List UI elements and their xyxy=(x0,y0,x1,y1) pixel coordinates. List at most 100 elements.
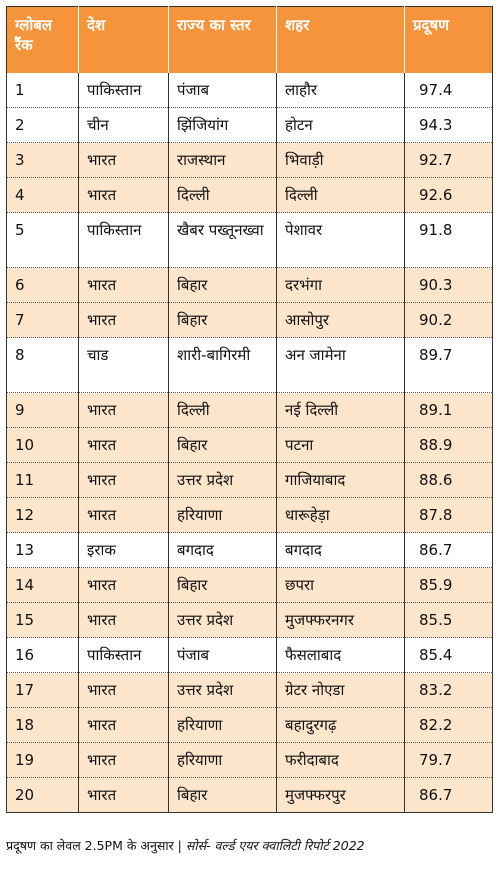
cell-country: भारत xyxy=(78,742,169,778)
cell-rank: 14 xyxy=(6,567,79,603)
cell-rank: 18 xyxy=(6,707,79,743)
cell-country: भारत xyxy=(78,427,169,463)
cell-rank: 17 xyxy=(6,672,79,708)
cell-city: फैसलाबाद xyxy=(276,637,405,673)
table-row: 13 इराक बगदाद बगदाद 86.7 xyxy=(6,532,493,568)
cell-state: उत्तर प्रदेश xyxy=(168,462,277,498)
cell-country: भारत xyxy=(78,392,169,428)
table-header-row: ग्लोबल रैंक देश राज्य का स्तर शहर प्रदूष… xyxy=(6,6,493,73)
table-row: 14 भारत बिहार छपरा 85.9 xyxy=(6,567,493,603)
footer-source: सोर्स- वर्ल्ड एयर क्वालिटी रिपोर्ट 2022 xyxy=(185,838,365,853)
table-row: 12 भारत हरियाणा धारूहेड़ा 87.8 xyxy=(6,497,493,533)
table-row: 11 भारत उत्तर प्रदेश गाजियाबाद 88.6 xyxy=(6,462,493,498)
pollution-ranking-table: ग्लोबल रैंक देश राज्य का स्तर शहर प्रदूष… xyxy=(6,6,493,813)
cell-rank: 4 xyxy=(6,177,79,213)
cell-country: पाकिस्तान xyxy=(78,72,169,108)
table-row: 8 चाड शारी-बागिरमी अन जामेना 89.7 xyxy=(6,337,493,393)
table-row: 4 भारत दिल्ली दिल्ली 92.6 xyxy=(6,177,493,213)
cell-pollution: 88.6 xyxy=(404,462,493,498)
cell-state: बिहार xyxy=(168,777,277,813)
cell-city: भिवाड़ी xyxy=(276,142,405,178)
cell-rank: 12 xyxy=(6,497,79,533)
cell-rank: 20 xyxy=(6,777,79,813)
cell-country: भारत xyxy=(78,567,169,603)
cell-rank: 2 xyxy=(6,107,79,143)
cell-rank: 9 xyxy=(6,392,79,428)
cell-state: उत्तर प्रदेश xyxy=(168,672,277,708)
header-state: राज्य का स्तर xyxy=(168,6,277,73)
cell-rank: 13 xyxy=(6,532,79,568)
header-country: देश xyxy=(78,6,169,73)
cell-state: बिहार xyxy=(168,267,277,303)
cell-pollution: 82.2 xyxy=(404,707,493,743)
table-row: 6 भारत बिहार दरभंगा 90.3 xyxy=(6,267,493,303)
cell-country: भारत xyxy=(78,672,169,708)
table-row: 16 पाकिस्तान पंजाब फैसलाबाद 85.4 xyxy=(6,637,493,673)
cell-country: इराक xyxy=(78,532,169,568)
cell-rank: 6 xyxy=(6,267,79,303)
cell-country: भारत xyxy=(78,497,169,533)
cell-pollution: 85.9 xyxy=(404,567,493,603)
cell-pollution: 79.7 xyxy=(404,742,493,778)
cell-state: पंजाब xyxy=(168,637,277,673)
cell-state: बिहार xyxy=(168,427,277,463)
cell-rank: 15 xyxy=(6,602,79,638)
cell-state: दिल्ली xyxy=(168,392,277,428)
cell-pollution: 86.7 xyxy=(404,532,493,568)
footer-note: प्रदूषण का लेवल 2.5PM के अनुसार | xyxy=(6,838,186,853)
cell-state: हरियाणा xyxy=(168,742,277,778)
cell-country: भारत xyxy=(78,707,169,743)
cell-country: भारत xyxy=(78,462,169,498)
cell-rank: 7 xyxy=(6,302,79,338)
cell-pollution: 91.8 xyxy=(404,212,493,268)
table-row: 5 पाकिस्तान खैबर पख्तूनख्वा पेशावर 91.8 xyxy=(6,212,493,268)
cell-city: दरभंगा xyxy=(276,267,405,303)
cell-city: बहादुरगढ़ xyxy=(276,707,405,743)
cell-country: भारत xyxy=(78,302,169,338)
cell-pollution: 92.7 xyxy=(404,142,493,178)
cell-city: पेशावर xyxy=(276,212,405,268)
table-row: 3 भारत राजस्थान भिवाड़ी 92.7 xyxy=(6,142,493,178)
table-row: 1 पाकिस्तान पंजाब लाहौर 97.4 xyxy=(6,72,493,108)
cell-city: फरीदाबाद xyxy=(276,742,405,778)
table-row: 2 चीन झिंजियांग होटन 94.3 xyxy=(6,107,493,143)
cell-country: पाकिस्तान xyxy=(78,637,169,673)
cell-rank: 11 xyxy=(6,462,79,498)
table-row: 15 भारत उत्तर प्रदेश मुजफ्फरनगर 85.5 xyxy=(6,602,493,638)
cell-state: दिल्ली xyxy=(168,177,277,213)
cell-country: भारत xyxy=(78,602,169,638)
cell-pollution: 85.4 xyxy=(404,637,493,673)
cell-city: दिल्ली xyxy=(276,177,405,213)
cell-pollution: 89.7 xyxy=(404,337,493,393)
cell-pollution: 90.2 xyxy=(404,302,493,338)
cell-rank: 10 xyxy=(6,427,79,463)
cell-country: भारत xyxy=(78,267,169,303)
cell-state: शारी-बागिरमी xyxy=(168,337,277,393)
cell-city: गाजियाबाद xyxy=(276,462,405,498)
cell-city: मुजफ्फरपुर xyxy=(276,777,405,813)
cell-pollution: 86.7 xyxy=(404,777,493,813)
cell-pollution: 87.8 xyxy=(404,497,493,533)
cell-city: पटना xyxy=(276,427,405,463)
cell-state: उत्तर प्रदेश xyxy=(168,602,277,638)
cell-country: पाकिस्तान xyxy=(78,212,169,268)
footer-caption: प्रदूषण का लेवल 2.5PM के अनुसार | सोर्स-… xyxy=(6,837,365,854)
cell-pollution: 97.4 xyxy=(404,72,493,108)
cell-city: होटन xyxy=(276,107,405,143)
table-row: 18 भारत हरियाणा बहादुरगढ़ 82.2 xyxy=(6,707,493,743)
cell-rank: 16 xyxy=(6,637,79,673)
cell-city: लाहौर xyxy=(276,72,405,108)
cell-state: बगदाद xyxy=(168,532,277,568)
cell-rank: 5 xyxy=(6,212,79,268)
cell-rank: 8 xyxy=(6,337,79,393)
cell-rank: 1 xyxy=(6,72,79,108)
cell-city: आसोपुर xyxy=(276,302,405,338)
header-city: शहर xyxy=(276,6,405,73)
table-row: 19 भारत हरियाणा फरीदाबाद 79.7 xyxy=(6,742,493,778)
table-row: 10 भारत बिहार पटना 88.9 xyxy=(6,427,493,463)
table-row: 20 भारत बिहार मुजफ्फरपुर 86.7 xyxy=(6,777,493,813)
cell-city: धारूहेड़ा xyxy=(276,497,405,533)
cell-country: चीन xyxy=(78,107,169,143)
cell-country: चाड xyxy=(78,337,169,393)
